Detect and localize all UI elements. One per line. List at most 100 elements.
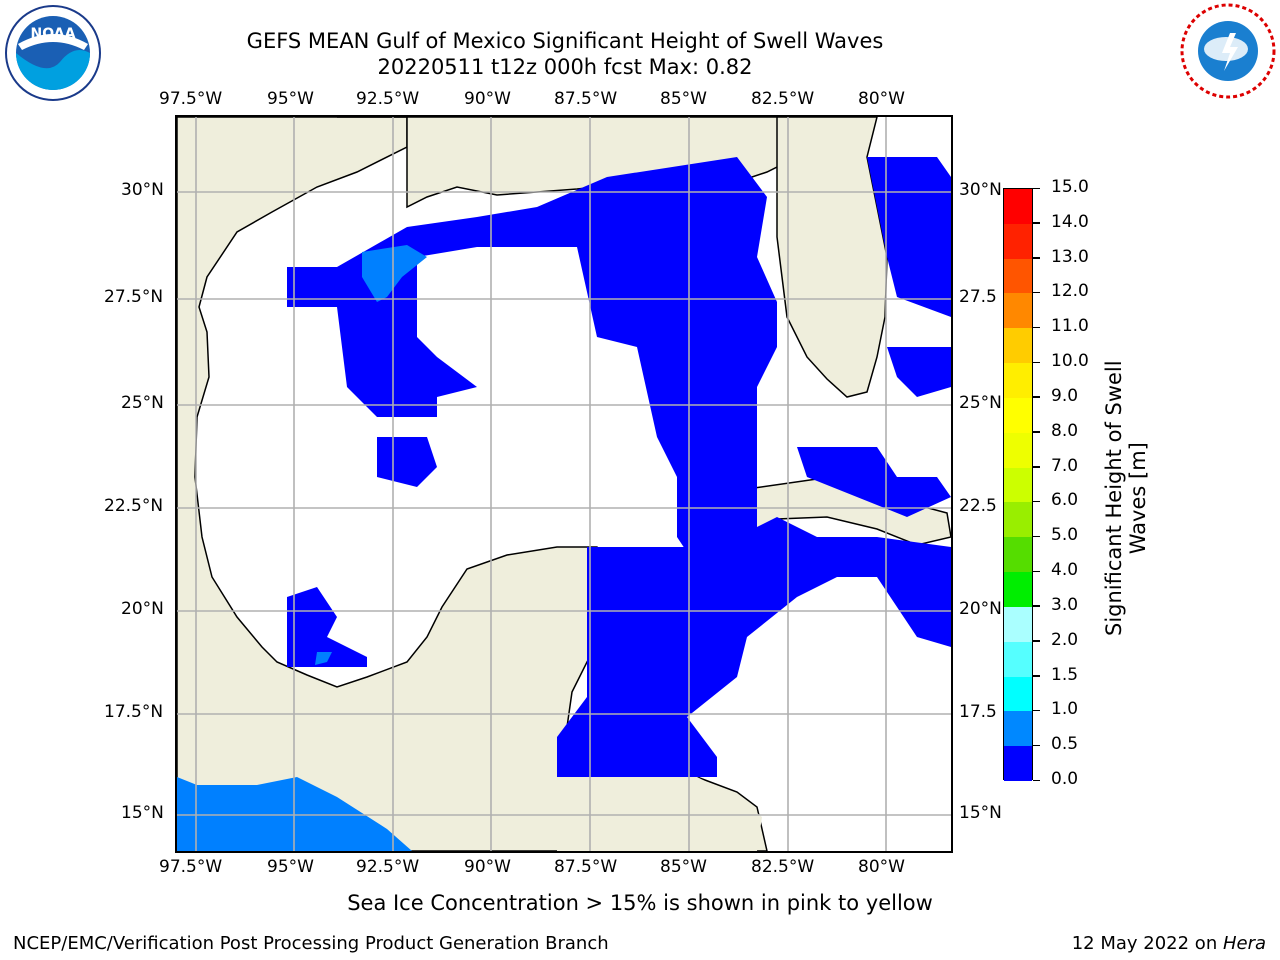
footer-right: 12 May 2022 on Hera <box>1072 933 1266 954</box>
colorbar-segment <box>1004 223 1032 260</box>
footer-host: Hera <box>1222 933 1266 954</box>
lon-tick-top: 90°W <box>464 89 511 109</box>
lat-tick-left: 17.5°N <box>104 702 164 722</box>
colorbar-label: 3.0 <box>1051 594 1079 615</box>
colorbar-tick <box>1033 396 1040 398</box>
colorbar-label: 6.0 <box>1051 490 1079 511</box>
colorbar-segment <box>1004 502 1032 538</box>
colorbar-segment <box>1004 746 1032 782</box>
lat-tick-left: 27.5°N <box>104 287 164 307</box>
colorbar-segment <box>1004 711 1032 747</box>
colorbar-label: 13.0 <box>1051 246 1089 267</box>
land-central-america <box>557 757 762 851</box>
colorbar-tick <box>1033 222 1040 224</box>
colorbar-label: 10.0 <box>1051 351 1089 372</box>
colorbar-label: 4.0 <box>1051 560 1079 581</box>
colorbar-tick <box>1033 257 1040 259</box>
lat-tick-right: 27.5 <box>959 287 997 307</box>
colorbar-tick <box>1033 500 1040 503</box>
colorbar-tick <box>1033 466 1040 468</box>
svg-text:NOAA: NOAA <box>31 26 76 42</box>
colorbar-label: 0.0 <box>1051 769 1079 789</box>
lon-tick-bottom: 87.5°W <box>554 857 618 877</box>
colorbar-title-line1: Significant Height of Swell <box>1102 360 1126 636</box>
noaa-logo: NOAA <box>4 4 102 102</box>
graticule <box>177 117 951 851</box>
colorbar-segment <box>1004 328 1032 364</box>
lat-tick-right: 22.5 <box>959 496 997 516</box>
colorbar-segment <box>1004 397 1032 434</box>
map-panel <box>175 115 953 853</box>
lon-tick-top: 80°W <box>858 89 905 109</box>
lon-tick-top: 92.5°W <box>356 89 420 109</box>
lat-tick-right: 15°N <box>959 803 1002 823</box>
colorbar-segment <box>1004 676 1032 712</box>
lon-tick-bottom: 90°W <box>464 857 511 877</box>
colorbar-tick <box>1033 709 1040 712</box>
ice-note: Sea Ice Concentration > 15% is shown in … <box>347 891 933 915</box>
lon-tick-bottom: 85°W <box>660 857 707 877</box>
lon-tick-bottom: 97.5°W <box>159 857 223 877</box>
colorbar-segment <box>1004 641 1032 678</box>
lat-tick-left: 22.5°N <box>104 496 164 516</box>
footer-date: 12 May 2022 on <box>1071 933 1223 954</box>
colorbar-segment <box>1004 572 1032 608</box>
map-subtitle: 20220511 t12z 000h fcst Max: 0.82 <box>377 55 753 79</box>
colorbar-tick <box>1033 431 1040 433</box>
colorbar-label: 0.5 <box>1051 734 1079 755</box>
map-canvas <box>177 117 951 851</box>
nws-logo <box>1178 3 1278 99</box>
colorbar-segment <box>1004 606 1032 643</box>
colorbar-tick <box>1033 535 1040 538</box>
colorbar-title: Significant Height of Swell Waves [m] <box>1102 360 1150 636</box>
footer-left: NCEP/EMC/Verification Post Processing Pr… <box>13 933 609 954</box>
colorbar-label: 11.0 <box>1051 316 1089 337</box>
colorbar-label: 1.0 <box>1051 699 1079 720</box>
colorbar-segment <box>1004 432 1032 469</box>
colorbar <box>1003 188 1033 782</box>
lon-tick-bottom: 95°W <box>267 857 314 877</box>
lat-tick-left: 15°N <box>121 803 164 823</box>
colorbar-segment <box>1004 467 1032 503</box>
lon-tick-top: 97.5°W <box>159 89 223 109</box>
colorbar-label: 14.0 <box>1051 211 1089 232</box>
colorbar-tick <box>1033 361 1040 364</box>
colorbar-label: 2.0 <box>1051 629 1079 650</box>
colorbar-title-line2: Waves [m] <box>1126 442 1150 555</box>
lat-tick-right: 25°N <box>959 393 1002 413</box>
lat-tick-left: 25°N <box>121 393 164 413</box>
colorbar-label: 7.0 <box>1051 455 1079 476</box>
colorbar-tick <box>1033 640 1040 642</box>
lon-tick-top: 85°W <box>660 89 707 109</box>
colorbar-tick <box>1033 744 1040 747</box>
colorbar-tick <box>1033 326 1040 329</box>
colorbar-segment <box>1004 363 1032 399</box>
lon-tick-top: 82.5°W <box>751 89 815 109</box>
lat-tick-right: 17.5 <box>959 702 997 722</box>
colorbar-tick <box>1033 675 1040 677</box>
colorbar-segment <box>1004 258 1032 294</box>
colorbar-segment <box>1004 189 1032 225</box>
colorbar-label: 12.0 <box>1051 281 1089 302</box>
lat-tick-right: 20°N <box>959 599 1002 619</box>
colorbar-tick <box>1033 779 1040 781</box>
lat-tick-right: 30°N <box>959 180 1002 200</box>
lon-tick-bottom: 80°W <box>858 857 905 877</box>
lon-tick-top: 95°W <box>267 89 314 109</box>
colorbar-label: 1.5 <box>1051 664 1079 685</box>
lon-tick-top: 87.5°W <box>554 89 618 109</box>
lat-tick-left: 20°N <box>121 599 164 619</box>
colorbar-tick <box>1033 605 1040 607</box>
colorbar-tick <box>1033 291 1040 294</box>
colorbar-tick <box>1033 570 1040 573</box>
colorbar-label: 9.0 <box>1051 385 1079 406</box>
lon-tick-bottom: 92.5°W <box>356 857 420 877</box>
lon-tick-bottom: 82.5°W <box>751 857 815 877</box>
colorbar-label: 8.0 <box>1051 420 1079 441</box>
colorbar-segment <box>1004 537 1032 573</box>
colorbar-label: 15.0 <box>1051 177 1089 197</box>
lat-tick-left: 30°N <box>121 180 164 200</box>
map-title: GEFS MEAN Gulf of Mexico Significant Hei… <box>246 29 884 53</box>
colorbar-segment <box>1004 293 1032 329</box>
colorbar-tick <box>1033 187 1040 189</box>
